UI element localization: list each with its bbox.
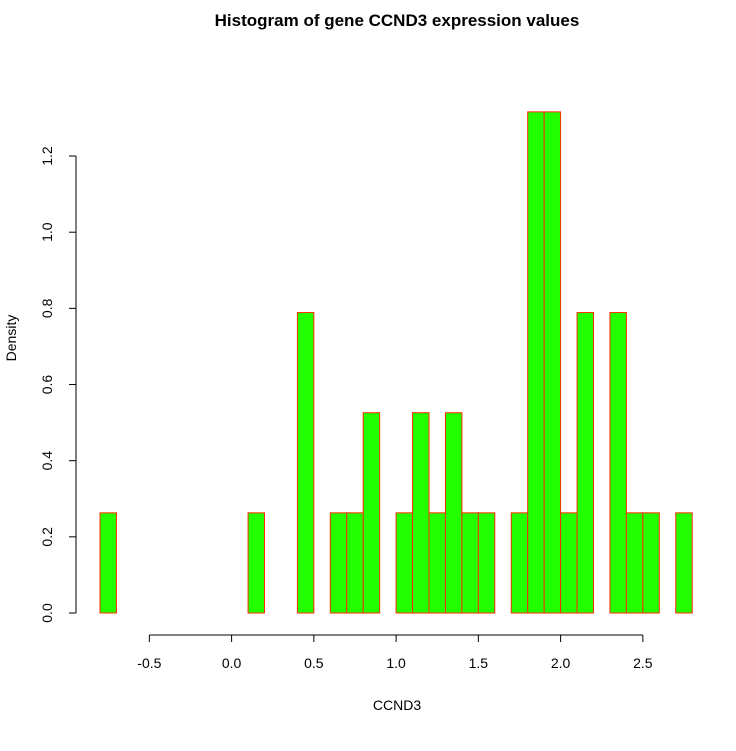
histogram-bar	[576, 312, 594, 614]
histogram-bar	[461, 512, 479, 614]
y-tick-label: 0.2	[39, 527, 55, 547]
y-tick-label: 0.0	[39, 603, 55, 623]
chart-title: Histogram of gene CCND3 expression value…	[215, 11, 580, 30]
histogram-bar	[428, 512, 446, 614]
histogram-bar	[412, 412, 430, 614]
y-axis: 0.0 0.2 0.4 0.6 0.8 1.0 1.2	[39, 146, 77, 623]
histogram-bar	[296, 312, 315, 614]
x-tick-label: 2.5	[633, 655, 653, 671]
histogram-bar	[444, 412, 463, 614]
x-tick-label: 1.5	[469, 655, 489, 671]
x-axis: -0.5 0.0 0.5 1.0 1.5 2.0 2.5	[137, 634, 653, 671]
histogram-bar	[510, 512, 529, 614]
x-axis-label: CCND3	[373, 697, 421, 713]
histogram-bar	[329, 512, 348, 614]
y-tick-label: 0.8	[39, 298, 55, 318]
x-tick-label: -0.5	[137, 655, 161, 671]
x-tick-label: 2.0	[551, 655, 571, 671]
histogram-bar	[609, 312, 627, 614]
x-tick-label: 0.0	[222, 655, 242, 671]
bars-group	[99, 111, 693, 614]
histogram-bar	[395, 512, 414, 614]
histogram-bar	[362, 412, 381, 614]
histogram-bar	[543, 111, 562, 614]
y-tick-label: 0.4	[39, 451, 55, 471]
histogram-bar	[560, 512, 578, 614]
y-tick-label: 1.0	[39, 222, 55, 242]
histogram-bar	[642, 512, 660, 614]
y-tick-label: 0.6	[39, 375, 55, 395]
x-tick-label: 1.0	[386, 655, 406, 671]
histogram-bar	[477, 512, 496, 614]
histogram-bar	[247, 512, 266, 614]
y-axis-label: Density	[3, 315, 19, 362]
histogram-bar	[527, 111, 545, 614]
y-tick-label: 1.2	[39, 146, 55, 166]
histogram-bar	[625, 512, 644, 614]
histogram-bar	[346, 512, 364, 614]
histogram-bar	[99, 512, 117, 614]
x-tick-label: 0.5	[304, 655, 324, 671]
histogram-bar	[675, 512, 693, 614]
